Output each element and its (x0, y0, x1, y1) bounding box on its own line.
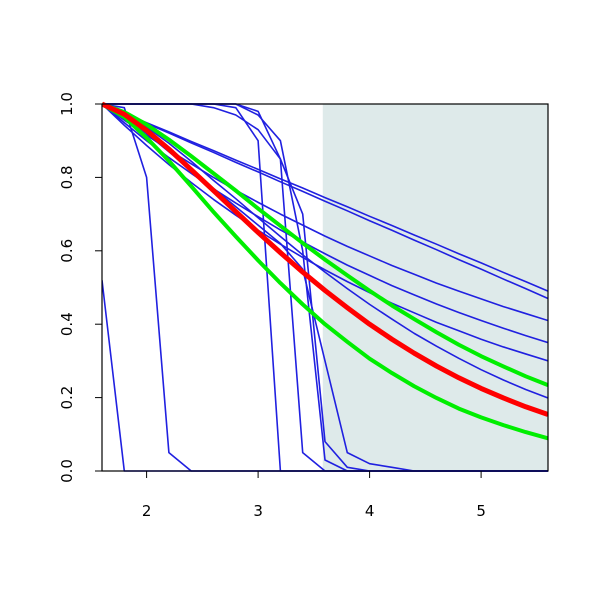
series-line (102, 101, 548, 417)
y-tick-label: 0.4 (58, 312, 76, 336)
y-tick-label: 0.8 (58, 165, 76, 189)
y-tick-label: 0.6 (58, 239, 76, 263)
series-line (102, 102, 548, 441)
x-tick-label: 2 (142, 502, 152, 520)
series-line (102, 102, 548, 387)
y-tick-label: 0.2 (58, 386, 76, 410)
series-line (102, 103, 548, 344)
series-line (102, 103, 548, 399)
y-tick-label: 1.0 (58, 92, 76, 116)
y-tick-label: 0.0 (58, 459, 76, 483)
series-line (102, 103, 548, 300)
plot-frame (101, 103, 549, 472)
x-tick-label: 5 (476, 502, 486, 520)
shaded-region (322, 104, 548, 471)
series-line (102, 103, 548, 292)
x-tick-label: 3 (253, 502, 263, 520)
x-tick-label: 4 (365, 502, 375, 520)
